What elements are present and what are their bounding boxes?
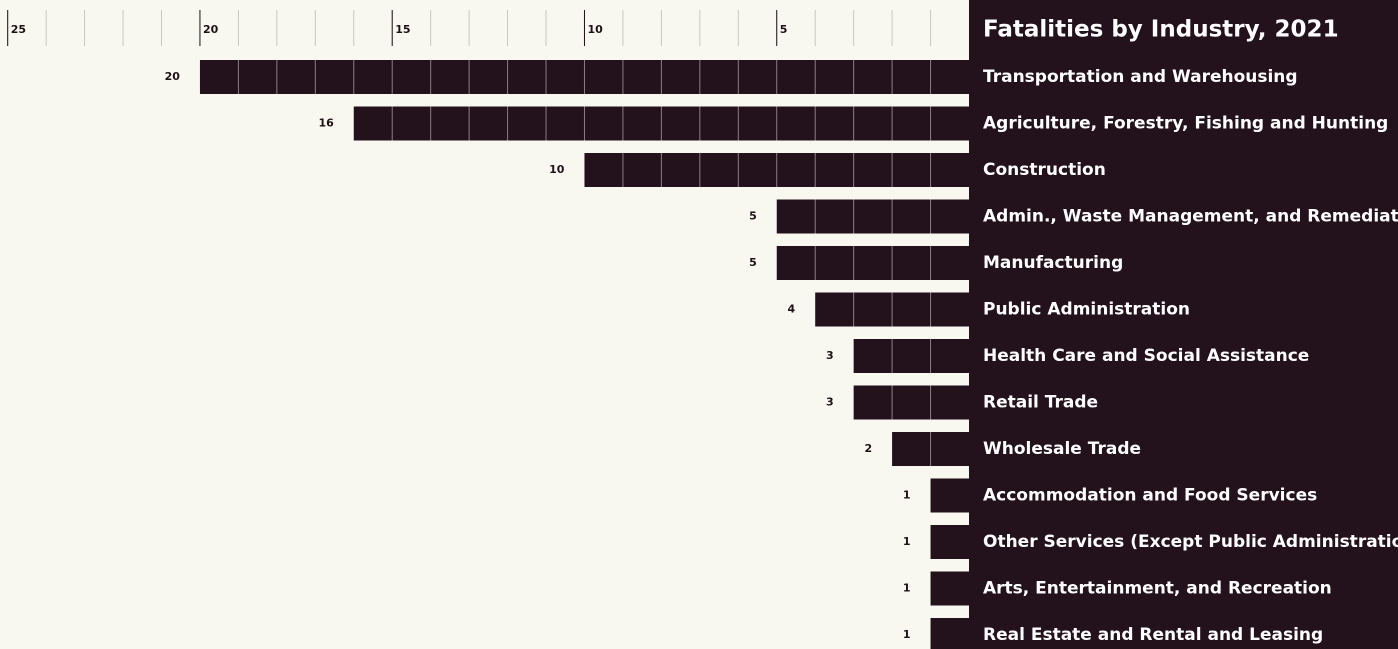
x-tick-label: 5 <box>780 23 788 36</box>
value-label: 16 <box>318 117 334 130</box>
chart-title: Fatalities by Industry, 2021 <box>983 17 1339 43</box>
category-label: Retail Trade <box>983 393 1098 413</box>
value-label: 2 <box>864 442 872 455</box>
bar <box>776 246 969 280</box>
category-label: Health Care and Social Assistance <box>983 346 1309 366</box>
value-label: 10 <box>549 163 565 176</box>
bar <box>930 478 969 513</box>
x-tick-label: 25 <box>11 23 26 36</box>
category-label: Arts, Entertainment, and Recreation <box>983 579 1332 599</box>
value-label: 1 <box>903 535 911 548</box>
value-label: 4 <box>788 303 796 316</box>
value-label: 1 <box>903 628 911 641</box>
x-tick-label: 20 <box>203 23 219 36</box>
value-label: 20 <box>165 70 181 83</box>
value-label: 3 <box>826 396 834 409</box>
value-label: 5 <box>749 256 757 269</box>
category-label: Public Administration <box>983 300 1190 320</box>
category-label: Construction <box>983 160 1106 180</box>
value-label: 5 <box>749 210 757 223</box>
category-label: Agriculture, Forestry, Fishing and Hunti… <box>983 114 1388 134</box>
category-label: Manufacturing <box>983 253 1123 273</box>
bar <box>853 339 969 373</box>
x-tick-label: 10 <box>587 23 603 36</box>
bar <box>930 618 969 649</box>
label-panel <box>969 0 1398 649</box>
category-label: Accommodation and Food Services <box>983 486 1317 506</box>
x-tick-label: 15 <box>395 23 410 36</box>
bar <box>776 199 969 234</box>
value-label: 3 <box>826 349 834 362</box>
bar <box>930 571 969 606</box>
category-label: Real Estate and Rental and Leasing <box>983 625 1323 645</box>
value-label: 1 <box>903 489 911 502</box>
category-label: Admin., Waste Management, and Remediatio… <box>983 207 1398 227</box>
category-label: Transportation and Warehousing <box>983 67 1298 87</box>
category-label: Wholesale Trade <box>983 439 1141 459</box>
bar <box>853 385 969 420</box>
category-label: Other Services (Except Public Administra… <box>983 532 1398 552</box>
bar <box>930 525 969 559</box>
value-label: 1 <box>903 582 911 595</box>
